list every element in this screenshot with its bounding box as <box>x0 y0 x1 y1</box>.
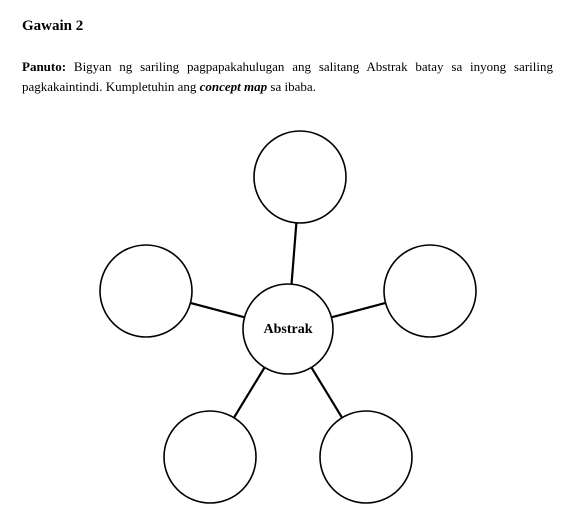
edge <box>190 303 244 317</box>
concept-map-container: Abstrak <box>22 109 553 509</box>
edge <box>311 367 342 417</box>
center-node-label: Abstrak <box>263 322 312 337</box>
concept-map-diagram: Abstrak <box>78 109 498 509</box>
outer-node <box>384 245 476 337</box>
outer-node <box>254 131 346 223</box>
edge <box>233 367 264 417</box>
outer-node <box>100 245 192 337</box>
section-title: Gawain 2 <box>22 18 553 35</box>
edge <box>331 303 385 317</box>
edge <box>291 223 296 284</box>
instruction-part2: sa ibaba. <box>267 79 316 94</box>
instruction-lead: Panuto: <box>22 59 66 74</box>
worksheet-page: Gawain 2 Panuto: Bigyan ng sariling pagp… <box>0 0 575 509</box>
instruction-text: Panuto: Bigyan ng sariling pagpapakahulu… <box>22 57 553 96</box>
instruction-emphasis: concept map <box>200 79 268 94</box>
outer-node <box>320 411 412 503</box>
outer-node <box>164 411 256 503</box>
